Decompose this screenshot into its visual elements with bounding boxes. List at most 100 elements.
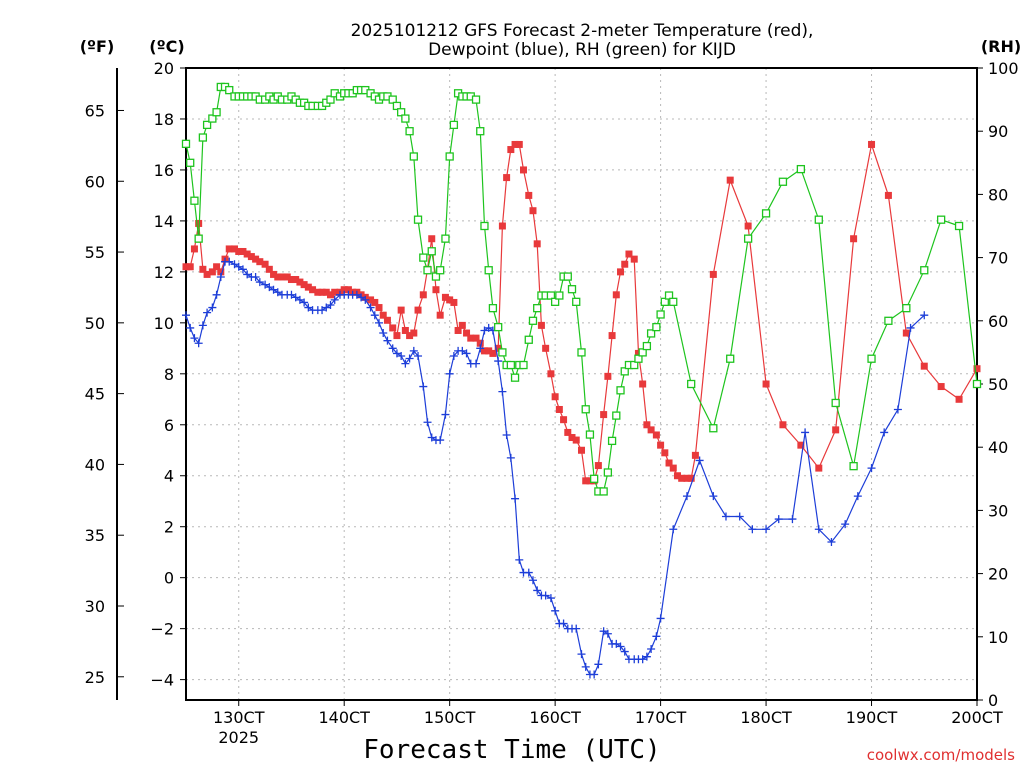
grid [186, 67, 978, 700]
rh-point [190, 196, 199, 205]
dewpoint-point [269, 285, 278, 294]
temp-point [393, 332, 401, 340]
rh-point [849, 462, 858, 471]
temp-point [551, 393, 559, 401]
x-tick-label: 160CT [529, 708, 581, 727]
f-tick-label: 55 [85, 243, 105, 262]
dewpoint-point [484, 323, 493, 332]
temp-point [446, 296, 454, 304]
temp-point [283, 273, 291, 281]
temp-point [586, 477, 594, 485]
dewpoint-point [472, 359, 481, 368]
dewpoint-point [361, 295, 370, 304]
rh-tick-label: 40 [988, 438, 1008, 457]
temp-point [265, 265, 273, 273]
temp-point [383, 316, 391, 324]
temp-point [261, 260, 269, 268]
credit-link[interactable]: coolwx.com/models [867, 746, 1015, 764]
temp-point [515, 140, 523, 148]
temp-point [691, 451, 699, 459]
temp-point [547, 370, 555, 378]
rh-point [488, 304, 498, 313]
temp-point [560, 416, 568, 424]
temp-point [850, 235, 858, 243]
temp-point [243, 250, 251, 258]
temp-point [634, 349, 642, 357]
temp-point [529, 207, 537, 215]
temp-point [309, 286, 317, 294]
temp-point [235, 247, 243, 255]
dewpoint-point [599, 627, 608, 636]
dewpoint-point [551, 606, 560, 615]
temp-point [533, 240, 541, 248]
dewpoint-point [867, 464, 876, 473]
rh-point [441, 234, 450, 243]
rh-point [616, 386, 625, 395]
unit-rh: (RH) [981, 37, 1021, 56]
temp-point [225, 245, 233, 253]
rh-point [397, 108, 406, 117]
dewpoint-point [265, 283, 274, 292]
dewpoint-point [326, 301, 335, 309]
dewpoint-point [498, 387, 507, 396]
temp-point [673, 472, 681, 480]
dewpoint-point [230, 260, 239, 269]
dewpoint-point [920, 311, 929, 320]
temp-point [208, 268, 216, 276]
dewpoint-point [182, 311, 190, 320]
dewpoint-point [462, 349, 471, 358]
rh-point [630, 360, 639, 370]
dewpoint-point [695, 456, 704, 465]
dewpoint-point [203, 308, 212, 317]
rh-point [392, 101, 402, 111]
temp-point [318, 288, 326, 296]
temp-point [511, 140, 519, 148]
temp-point [252, 255, 260, 263]
temp-point [379, 311, 387, 319]
rh-point [388, 95, 397, 104]
temp-point [762, 380, 770, 388]
rh-point [646, 329, 656, 338]
temp-point [190, 245, 198, 253]
temp-point [647, 426, 655, 434]
rh-point [642, 341, 652, 351]
rh-tick-label: 0 [988, 691, 998, 710]
temp-point [639, 380, 647, 388]
dewpoint-point [212, 290, 221, 299]
dewpoint-point [409, 346, 418, 355]
temp-point [621, 260, 629, 268]
rh-point [590, 474, 599, 483]
c-tick-label: 20 [154, 59, 174, 78]
temp-point [454, 326, 462, 334]
dewpoint-point [194, 339, 203, 348]
temp-point [779, 421, 787, 429]
temp-point [436, 311, 444, 319]
dewpoint-point [208, 303, 217, 312]
temp-point [687, 474, 695, 482]
dewpoint-point [533, 586, 542, 595]
rh-point [212, 108, 221, 117]
dewpoint-point [616, 642, 625, 651]
rh-point [972, 379, 982, 389]
rh-point [528, 316, 538, 325]
dewpoint-point [735, 512, 744, 521]
rh-point [546, 291, 556, 300]
rh-point [920, 266, 929, 275]
dewpoint-point [721, 512, 730, 521]
temp-point [326, 291, 334, 299]
temp-point [231, 245, 239, 253]
dewpoint-point [449, 351, 458, 360]
rh-point [796, 164, 806, 174]
temp-point [498, 222, 506, 230]
temp-point [625, 250, 633, 258]
dewpoint-point [291, 293, 300, 302]
temp-point [643, 421, 651, 429]
x-tick-label: 140CT [318, 708, 370, 727]
dewpoint-point [405, 354, 414, 363]
c-tick-label: 0 [164, 569, 174, 588]
temp-point [203, 270, 211, 278]
rh-point [726, 354, 735, 363]
dewpoint-point [414, 351, 423, 360]
temp-point [832, 426, 840, 434]
